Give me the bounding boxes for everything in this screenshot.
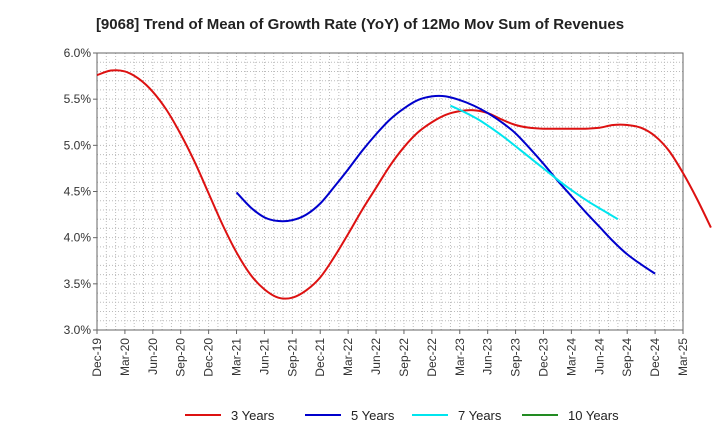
chart-title: [9068] Trend of Mean of Growth Rate (YoY…: [95, 16, 625, 33]
x-tick-label: Mar-25: [676, 338, 690, 376]
series-line-5-years: [235, 94, 656, 275]
x-tick-label: Sep-22: [397, 338, 411, 377]
x-tick-label: Mar-22: [341, 338, 355, 376]
x-tick-label: Dec-19: [90, 338, 104, 377]
x-tick-label: Dec-22: [425, 338, 439, 377]
legend-label: 7 Years: [458, 407, 502, 423]
x-tick-label: Dec-21: [313, 338, 327, 377]
y-tick-label: 5.0%: [64, 138, 92, 152]
y-tick-label: 4.5%: [64, 185, 92, 199]
legend-label: 3 Years: [231, 407, 275, 423]
y-tick-label: 6.0%: [64, 46, 92, 60]
x-tick-label: Mar-24: [564, 338, 578, 376]
chart-legend: 3 Years 5 Years 7 Years 10 Years: [0, 404, 720, 426]
legend-swatch: [522, 414, 558, 416]
legend-swatch: [185, 414, 221, 416]
x-tick-label: Mar-23: [453, 338, 467, 376]
x-tick-label: Jun-23: [481, 338, 495, 375]
y-tick-label: 3.0%: [64, 323, 92, 337]
y-tick-label: 4.0%: [64, 231, 92, 245]
legend-label: 5 Years: [351, 407, 395, 423]
x-tick-label: Jun-24: [592, 338, 606, 375]
y-tick-label: 3.5%: [64, 277, 92, 291]
x-tick-label: Mar-21: [230, 338, 244, 376]
legend-item: 3 Years: [185, 404, 274, 426]
legend-label: 10 Years: [568, 407, 619, 423]
series-line-7-years: [450, 104, 619, 221]
x-tick-label: Sep-20: [174, 338, 188, 377]
legend-item: 7 Years: [412, 404, 501, 426]
x-tick-label: Dec-24: [648, 338, 662, 377]
x-tick-label: Mar-20: [118, 338, 132, 376]
legend-swatch: [412, 414, 448, 416]
x-tick-label: Jun-22: [369, 338, 383, 375]
series-line-3-years: [96, 69, 712, 300]
plot-area: [97, 53, 683, 330]
x-tick-label: Sep-23: [509, 338, 523, 377]
x-tick-label: Jun-21: [257, 338, 271, 375]
legend-item: 5 Years: [305, 404, 394, 426]
x-tick-label: Sep-21: [285, 338, 299, 377]
x-tick-label: Dec-23: [536, 338, 550, 377]
x-tick-label: Dec-20: [202, 338, 216, 377]
legend-item: 10 Years: [522, 404, 619, 426]
legend-swatch: [305, 414, 341, 416]
x-tick-label: Jun-20: [146, 338, 160, 375]
x-tick-label: Sep-24: [620, 338, 634, 377]
y-tick-label: 5.5%: [64, 92, 92, 106]
